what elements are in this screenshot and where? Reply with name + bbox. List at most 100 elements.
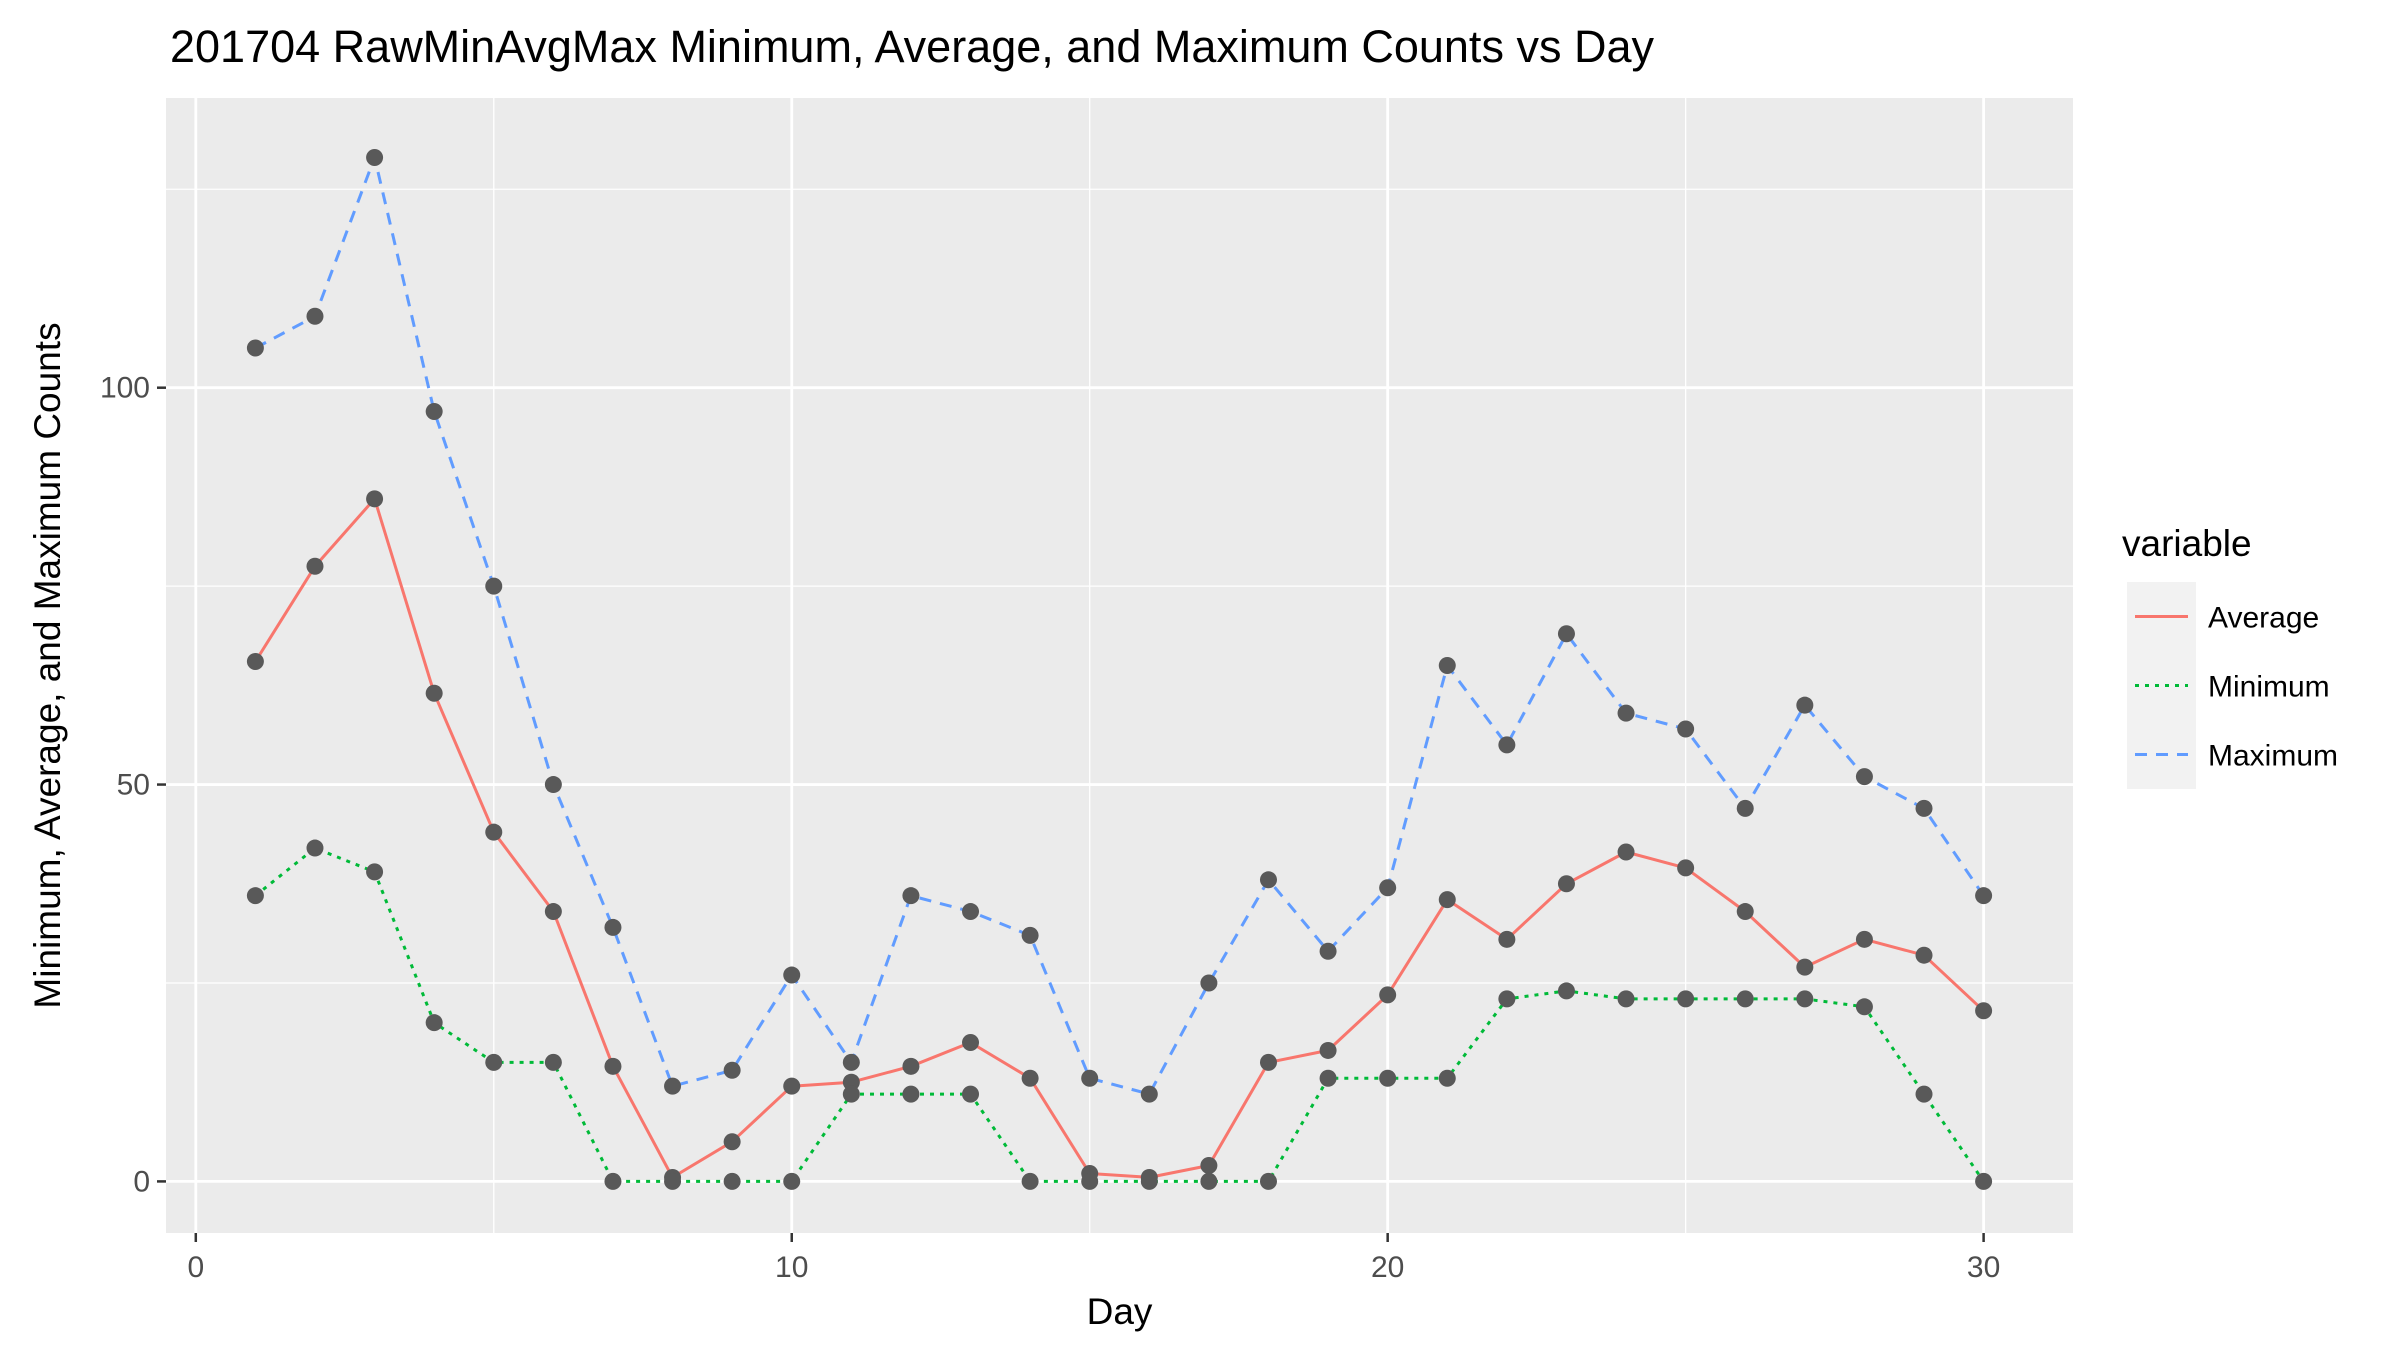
data-point-minimum: [1200, 1172, 1218, 1190]
data-point-average: [842, 1073, 860, 1091]
data-point-maximum: [723, 1061, 741, 1079]
data-point-minimum: [366, 863, 384, 881]
data-point-average: [1975, 1002, 1993, 1020]
data-point-minimum: [1021, 1172, 1039, 1190]
data-point-minimum: [1557, 982, 1575, 1000]
y-axis-title: Minimum, Average, and Maximum Counts: [27, 322, 68, 1008]
data-point-maximum: [246, 339, 264, 357]
data-point-maximum: [366, 149, 384, 167]
plot-panel: [166, 98, 2073, 1233]
data-point-average: [246, 653, 264, 671]
data-point-maximum: [306, 307, 324, 325]
data-point-maximum: [1319, 942, 1337, 960]
data-point-maximum: [604, 918, 622, 936]
data-point-maximum: [902, 887, 920, 905]
legend-label-minimum: Minimum: [2208, 671, 2330, 704]
major-gridlines: [166, 98, 2073, 1233]
data-point-minimum: [962, 1085, 980, 1103]
data-point-minimum: [664, 1172, 682, 1190]
data-point-minimum: [1081, 1172, 1099, 1190]
data-point-average: [1200, 1157, 1218, 1175]
data-point-minimum: [1915, 1085, 1933, 1103]
data-point-minimum: [1259, 1172, 1277, 1190]
y-axis: 0 50 100: [100, 372, 166, 1198]
data-point-maximum: [1200, 974, 1218, 992]
data-point-minimum: [1855, 998, 1873, 1016]
series-line-minimum: [254, 846, 1985, 1183]
data-point-average: [306, 557, 324, 575]
data-point-average: [1319, 1041, 1337, 1059]
x-tick-label: 0: [187, 1251, 204, 1284]
data-point-maximum: [1677, 720, 1695, 738]
x-tick-label: 10: [775, 1251, 808, 1284]
data-point-average: [544, 903, 562, 921]
legend-title: variable: [2122, 523, 2252, 564]
data-point-minimum: [425, 1014, 443, 1032]
data-point-maximum: [1736, 799, 1754, 817]
data-point-maximum: [1438, 657, 1456, 674]
data-point-maximum: [1021, 926, 1039, 944]
data-point-average: [962, 1034, 980, 1052]
data-point-minimum: [1736, 990, 1754, 1008]
data-point-minimum: [1438, 1069, 1456, 1087]
legend-label-average: Average: [2208, 602, 2319, 635]
data-point-maximum: [1259, 871, 1277, 889]
data-point-average: [425, 684, 443, 702]
data-point-average: [1796, 958, 1814, 976]
data-point-maximum: [664, 1077, 682, 1095]
data-point-maximum: [1379, 879, 1397, 897]
data-point-maximum: [544, 776, 562, 794]
data-point-maximum: [425, 403, 443, 421]
data-point-maximum: [485, 577, 503, 595]
data-point-minimum: [544, 1053, 562, 1071]
data-point-maximum: [783, 966, 801, 984]
data-point-maximum: [1140, 1085, 1158, 1103]
data-point-maximum: [1975, 887, 1993, 905]
legend: variable Average Minimum Maximum: [2122, 523, 2338, 789]
series-line-average: [254, 497, 1985, 1179]
data-point-minimum: [1796, 990, 1814, 1008]
data-point-minimum: [723, 1172, 741, 1190]
data-point-minimum: [1319, 1069, 1337, 1087]
x-axis: 0 10 20 30: [187, 1233, 2000, 1284]
data-point-minimum: [604, 1172, 622, 1190]
data-point-maximum: [1498, 736, 1516, 754]
series-line-maximum: [254, 156, 1985, 1096]
minor-gridlines: [166, 98, 2073, 1233]
x-tick-label: 20: [1371, 1251, 1404, 1284]
data-point-average: [1736, 903, 1754, 921]
data-point-average: [604, 1057, 622, 1075]
x-axis-title: Day: [1087, 1291, 1153, 1332]
data-point-minimum: [1677, 990, 1695, 1008]
data-point-maximum: [962, 903, 980, 921]
data-point-minimum: [1140, 1172, 1158, 1190]
y-tick-label: 100: [100, 372, 150, 405]
data-point-minimum: [306, 839, 324, 857]
data-point-minimum: [246, 887, 264, 905]
data-point-average: [366, 490, 384, 508]
data-point-average: [485, 823, 503, 841]
data-point-average: [1379, 986, 1397, 1004]
data-point-average: [902, 1057, 920, 1075]
data-point-minimum: [485, 1053, 503, 1071]
data-point-minimum: [783, 1172, 801, 1190]
data-point-minimum: [1498, 990, 1516, 1008]
data-point-average: [1617, 843, 1635, 861]
x-tick-label: 30: [1967, 1251, 2000, 1284]
y-tick-label: 0: [133, 1165, 150, 1198]
data-point-average: [1677, 859, 1695, 877]
chart-title: 201704 RawMinAvgMax Minimum, Average, an…: [170, 21, 1654, 72]
data-point-maximum: [1855, 768, 1873, 786]
data-point-minimum: [842, 1085, 860, 1103]
data-point-minimum: [1617, 990, 1635, 1008]
data-point-maximum: [1557, 625, 1575, 643]
data-point-average: [1259, 1053, 1277, 1071]
series-points: [246, 149, 1993, 1190]
legend-label-maximum: Maximum: [2208, 740, 2338, 773]
data-point-average: [1498, 930, 1516, 948]
data-point-maximum: [1617, 704, 1635, 722]
y-tick-label: 50: [117, 769, 150, 802]
data-point-average: [1021, 1069, 1039, 1087]
data-point-maximum: [1796, 696, 1814, 714]
